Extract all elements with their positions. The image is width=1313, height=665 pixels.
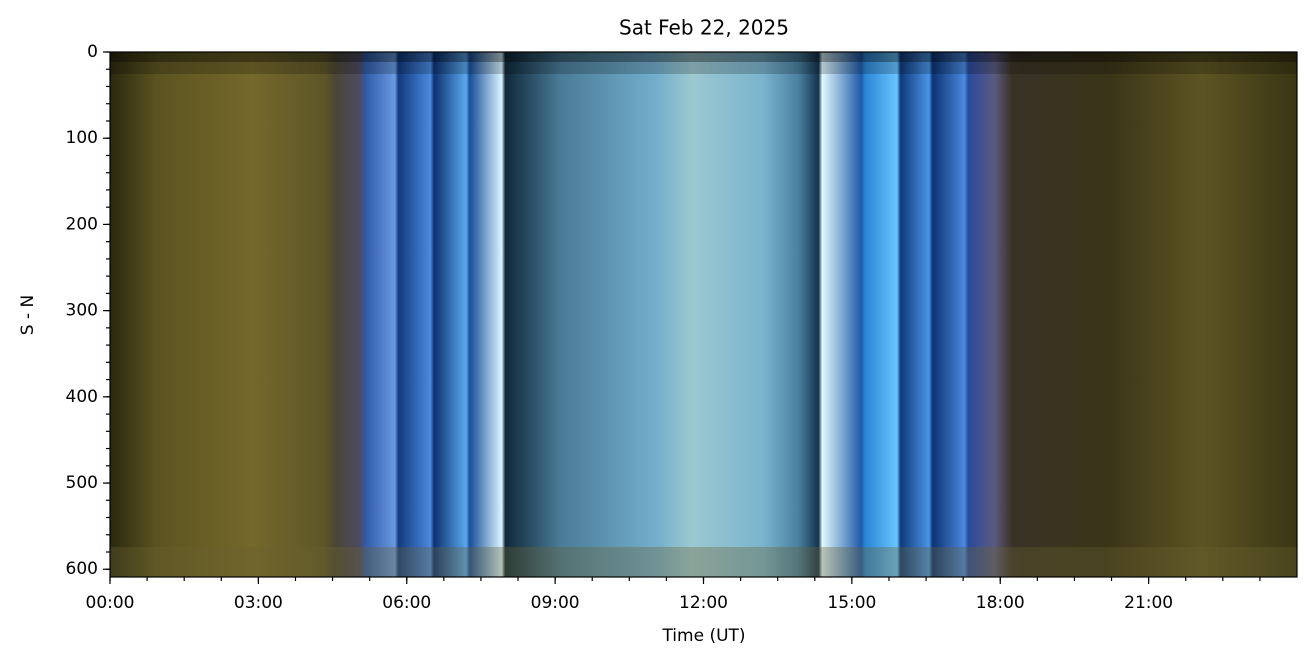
y-tick-label: 400 bbox=[66, 387, 98, 407]
x-tick-label: 06:00 bbox=[382, 593, 431, 613]
x-axis-label: Time (UT) bbox=[661, 626, 745, 646]
chart-title: Sat Feb 22, 2025 bbox=[619, 16, 789, 40]
y-tick-label: 0 bbox=[87, 42, 98, 62]
y-axis-label: S - N bbox=[18, 295, 38, 335]
top-band bbox=[110, 52, 1297, 62]
x-tick-label: 03:00 bbox=[234, 593, 283, 613]
y-tick-label: 100 bbox=[66, 128, 98, 148]
keogram-image bbox=[110, 52, 1297, 577]
y-tick-label: 600 bbox=[66, 559, 98, 579]
x-tick-label: 15:00 bbox=[827, 593, 876, 613]
bottom-band bbox=[110, 547, 1297, 577]
x-tick-label: 12:00 bbox=[679, 593, 728, 613]
x-tick-label: 21:00 bbox=[1124, 593, 1173, 613]
y-tick-label: 500 bbox=[66, 473, 98, 493]
x-tick-label: 18:00 bbox=[976, 593, 1025, 613]
x-tick-label: 09:00 bbox=[531, 593, 580, 613]
y-tick-label: 200 bbox=[66, 214, 98, 234]
top-band bbox=[110, 62, 1297, 74]
x-tick-label: 00:00 bbox=[86, 593, 135, 613]
y-tick-label: 300 bbox=[66, 301, 98, 321]
